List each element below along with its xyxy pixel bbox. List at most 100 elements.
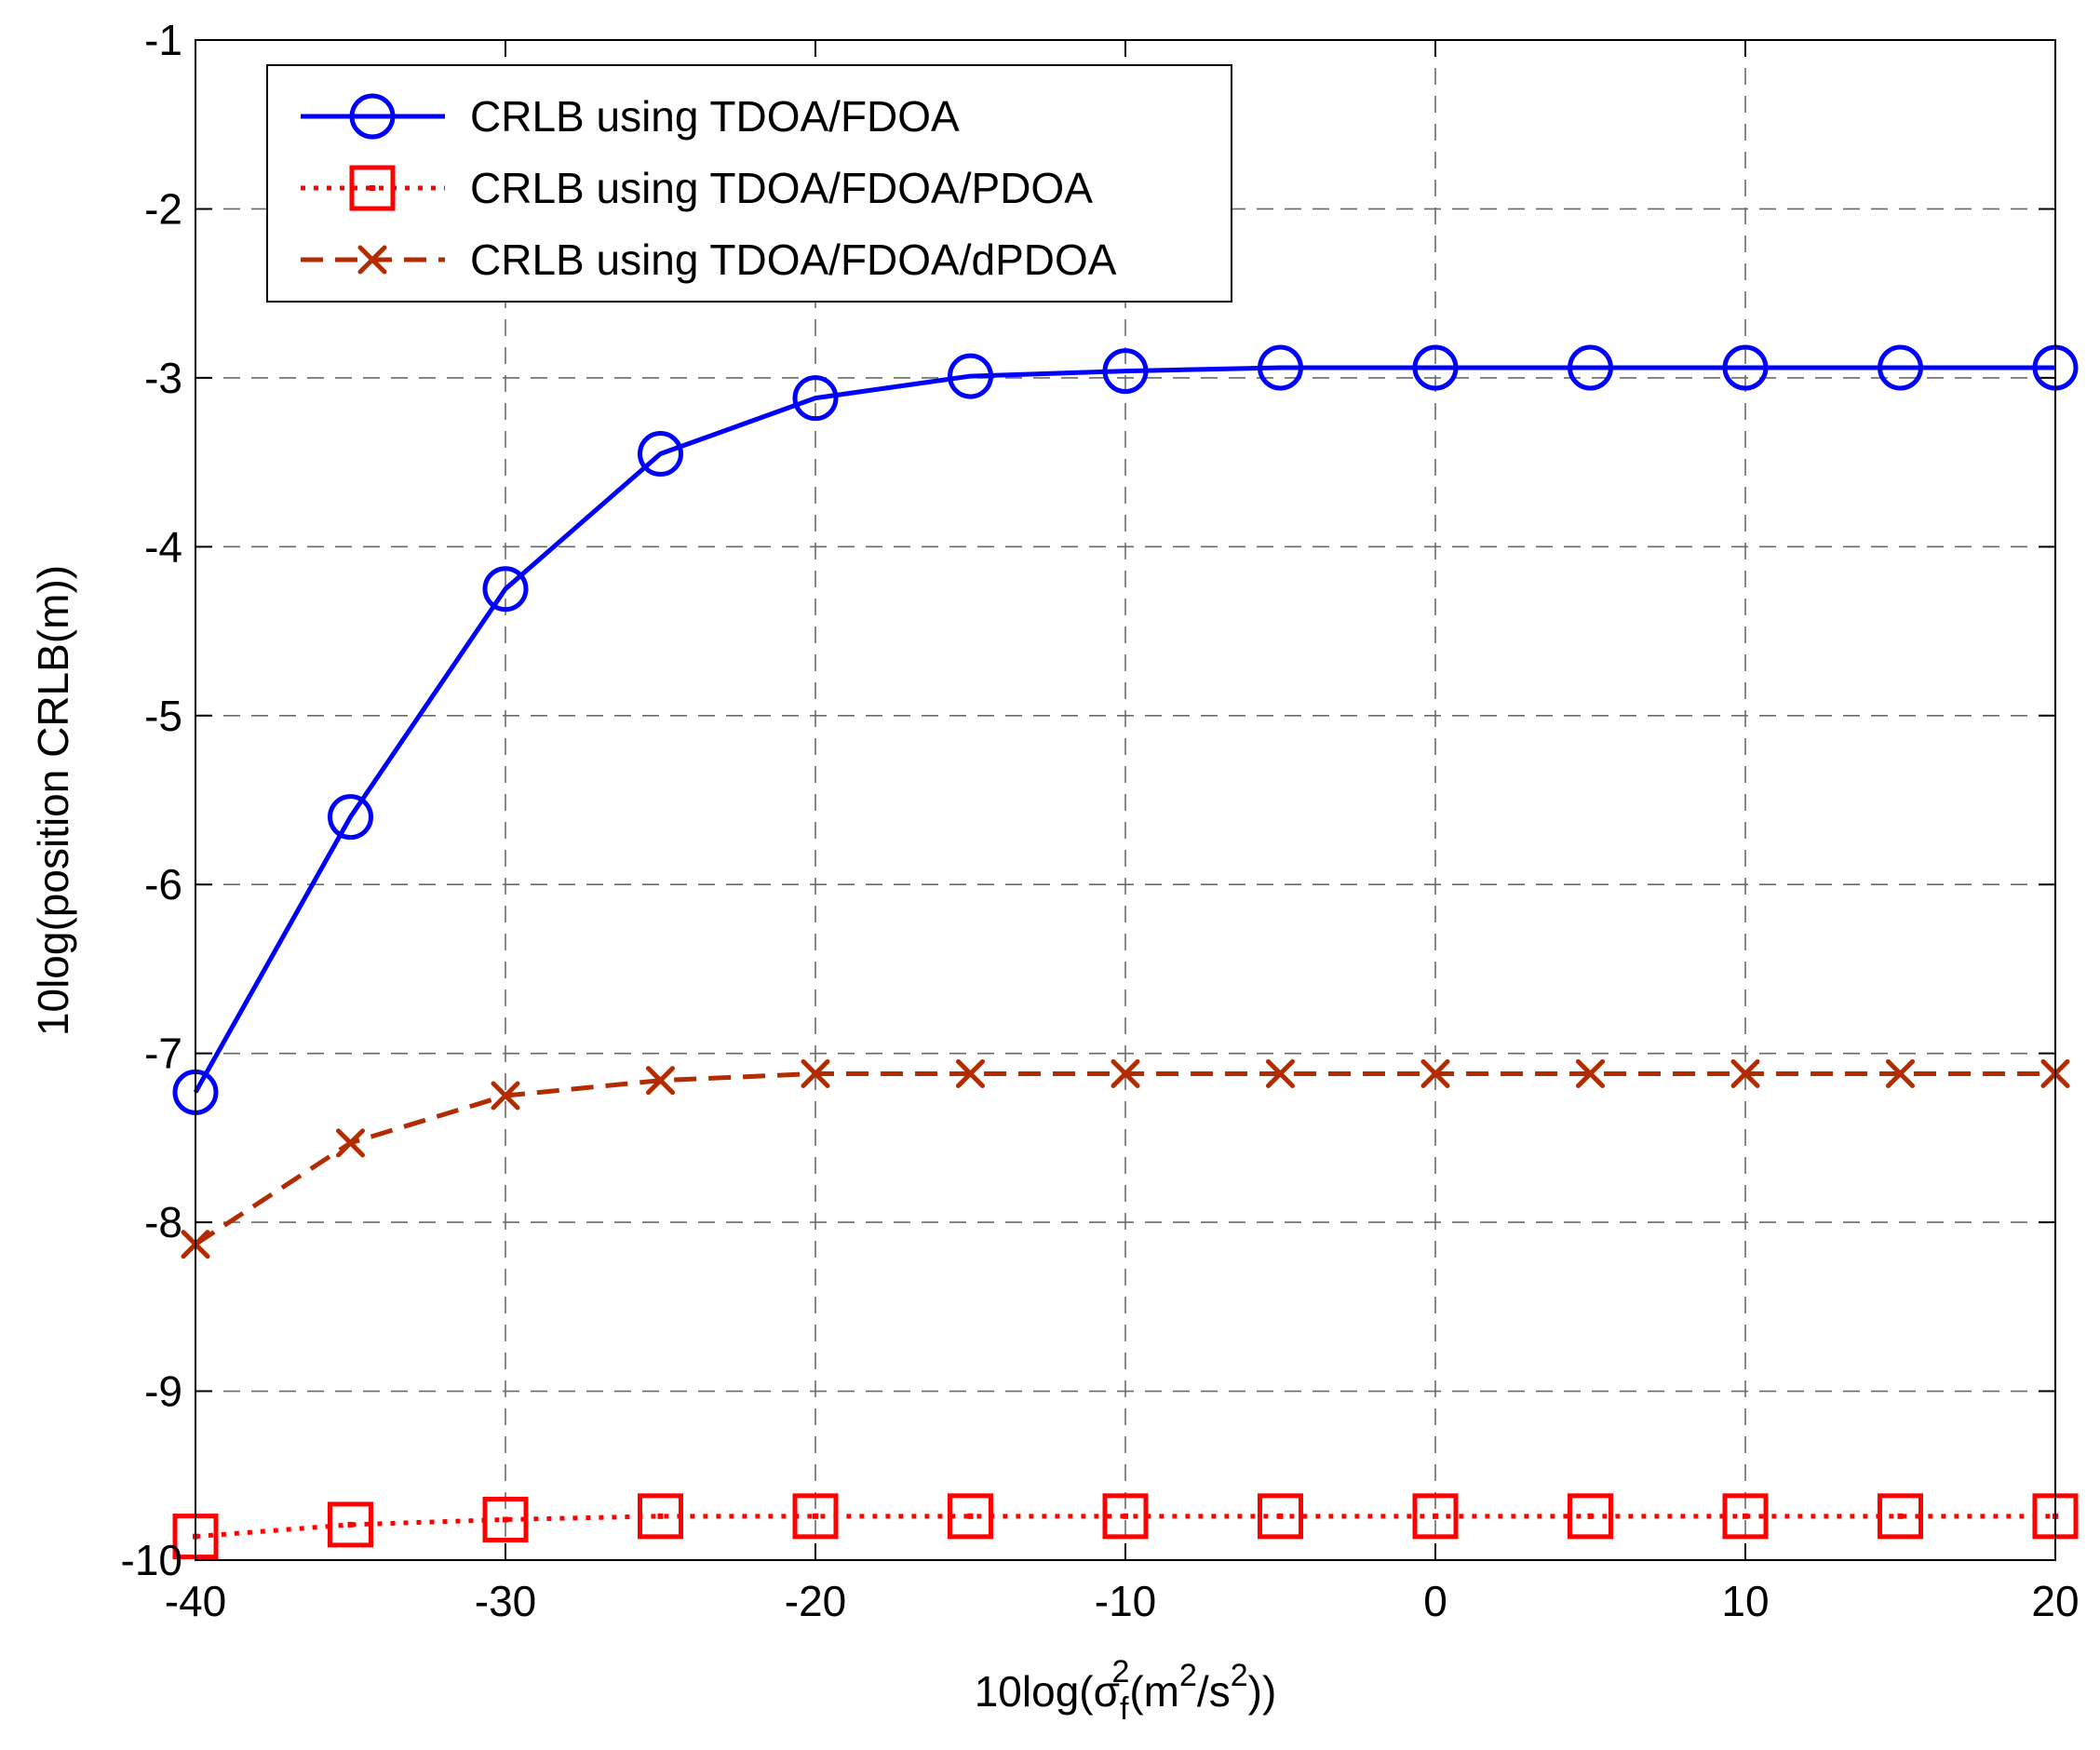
data-point-circle	[948, 353, 993, 399]
data-point-square-dot	[1743, 1513, 1748, 1519]
data-point-square-box	[1878, 1493, 1923, 1540]
series-1	[172, 344, 2079, 1115]
data-point-x	[1266, 1058, 1295, 1088]
data-point-square	[328, 1501, 373, 1548]
data-point-square-dot	[1897, 1513, 1904, 1519]
data-point-square	[1878, 1493, 1923, 1540]
legend-label: CRLB using TDOA/FDOA/PDOA	[470, 164, 1093, 212]
data-point-square-box	[1258, 1493, 1303, 1540]
legend-box	[266, 64, 1232, 303]
data-point-square-dot	[967, 1513, 974, 1519]
data-point-x	[1576, 1058, 1605, 1088]
data-point-x	[646, 1066, 675, 1096]
y-tick-label: -2	[144, 184, 182, 233]
x-axis-label-suffix: ))	[1248, 1667, 1277, 1716]
legend-marker-square-box	[349, 165, 396, 211]
data-point-square-box	[482, 1496, 529, 1542]
y-tick-label: -6	[144, 860, 182, 909]
x-axis-label: 10log(σf2(m2/s2))	[975, 1654, 1277, 1727]
data-point-x	[956, 1058, 985, 1088]
y-tick-label: -3	[144, 354, 182, 402]
data-point-square	[1568, 1493, 1613, 1540]
y-tick-label: -9	[144, 1367, 182, 1416]
data-point-square	[948, 1493, 993, 1540]
y-tick-label: -10	[121, 1536, 182, 1584]
data-point-square-dot	[1587, 1513, 1594, 1519]
data-point-square-dot	[813, 1513, 818, 1519]
data-point-x	[491, 1081, 520, 1111]
x-axis-label-sigma: σ	[1094, 1667, 1120, 1716]
data-point-square-dot	[347, 1521, 354, 1528]
y-tick-label: -5	[144, 692, 182, 740]
legend: CRLB using TDOA/FDOA CRLB using TDOA/FDOA…	[266, 64, 1232, 303]
tick-marks	[195, 39, 2056, 1561]
x-tick-label: 0	[1423, 1577, 1447, 1625]
y-tick-label: -7	[144, 1030, 182, 1078]
x-axis-label-prefix: 10log(	[975, 1667, 1095, 1716]
data-point-square-dot	[657, 1513, 664, 1519]
data-point-square	[1412, 1493, 1459, 1540]
x-axis-label-unit-mid: /s	[1197, 1667, 1231, 1716]
y-tick-label: -4	[144, 522, 182, 571]
data-point-square-box	[1102, 1493, 1149, 1540]
data-point-square-box	[1412, 1493, 1459, 1540]
x-tick-label: 10	[1721, 1577, 1769, 1625]
data-point-circle	[792, 375, 839, 422]
data-point-x	[801, 1058, 830, 1088]
data-point-square-box	[948, 1493, 993, 1540]
data-point-circle	[638, 431, 683, 478]
data-point-x	[1730, 1058, 1760, 1088]
x-axis-label-unit-sup2: 2	[1231, 1658, 1248, 1693]
y-axis-label: 10log(position CRLB(m))	[29, 565, 77, 1036]
data-point-square	[1102, 1493, 1149, 1540]
data-point-circle	[1878, 344, 1923, 391]
legend-entry-3: CRLB using TDOA/FDOA/dPDOA	[301, 236, 1117, 284]
data-point-square-box	[1568, 1493, 1613, 1540]
x-tick-label: -40	[165, 1577, 226, 1625]
y-axis-tick-labels: -10 -9 -8 -7 -6 -5 -4 -3 -2 -1	[121, 16, 182, 1584]
series-3	[181, 1058, 2070, 1259]
data-point-circle	[1568, 344, 1613, 391]
legend-marker-circle	[349, 93, 396, 140]
legend-marker-x	[357, 245, 387, 275]
data-point-square-box	[328, 1501, 373, 1548]
x-axis-label-sigma-sub: f	[1120, 1691, 1129, 1727]
data-point-square	[792, 1493, 839, 1540]
x-tick-label: -10	[1095, 1577, 1156, 1625]
data-point-square-dot	[1433, 1513, 1438, 1519]
series-line-1	[193, 365, 2055, 1094]
data-point-square	[1722, 1493, 1769, 1540]
data-point-square-dot	[503, 1516, 508, 1523]
x-tick-label: -30	[475, 1577, 536, 1625]
data-point-circle	[1412, 344, 1459, 391]
x-axis-label-unit-sup1: 2	[1179, 1658, 1197, 1693]
data-point-x	[336, 1128, 365, 1158]
x-tick-label: -20	[785, 1577, 846, 1625]
legend-marker-square-dot	[370, 185, 375, 191]
data-point-circle	[482, 566, 529, 612]
data-point-circle	[328, 794, 373, 841]
data-point-x	[1111, 1058, 1140, 1088]
data-point-square	[1258, 1493, 1303, 1540]
data-point-square-dot	[1123, 1513, 1128, 1519]
data-point-x	[1420, 1058, 1450, 1088]
y-tick-label: -1	[144, 16, 182, 64]
legend-label: CRLB using TDOA/FDOA	[470, 92, 960, 141]
legend-entry-1: CRLB using TDOA/FDOA	[301, 92, 960, 141]
data-point-square-box	[792, 1493, 839, 1540]
legend-marker-square	[349, 165, 396, 211]
data-point-square-box	[638, 1493, 683, 1540]
data-point-square	[638, 1493, 683, 1540]
legend-label: CRLB using TDOA/FDOA/dPDOA	[470, 236, 1117, 284]
y-tick-label: -8	[144, 1198, 182, 1246]
data-point-square-box	[1722, 1493, 1769, 1540]
x-axis-label-sigma-sup: 2	[1111, 1654, 1129, 1689]
legend-entry-2: CRLB using TDOA/FDOA/PDOA	[301, 164, 1093, 212]
data-point-square-dot	[1277, 1513, 1284, 1519]
series-layer	[172, 344, 2079, 1560]
data-point-square	[482, 1496, 529, 1542]
x-axis-tick-labels: -40 -30 -20 -10 0 10 20	[165, 1577, 2080, 1625]
data-point-circle	[1102, 348, 1149, 395]
legend-items: CRLB using TDOA/FDOA CRLB using TDOA/FDOA…	[301, 92, 1117, 284]
